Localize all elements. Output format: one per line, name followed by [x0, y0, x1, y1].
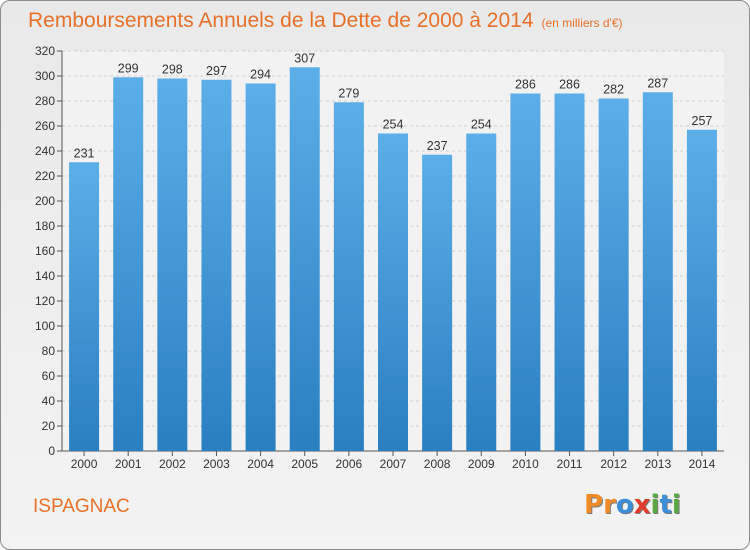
bar	[554, 93, 585, 451]
bar	[113, 77, 144, 451]
data-label: 299	[118, 61, 139, 75]
y-tick-label: 280	[35, 94, 55, 108]
y-tick-label: 260	[35, 119, 55, 133]
y-tick-label: 60	[42, 369, 56, 383]
logo-letter: r	[603, 490, 616, 520]
y-tick-label: 0	[48, 444, 55, 458]
data-label: 287	[647, 76, 668, 90]
bar	[69, 162, 100, 451]
data-label: 297	[206, 64, 227, 78]
bar	[466, 133, 497, 451]
data-label: 231	[74, 146, 95, 160]
x-tick-label: 2001	[115, 457, 142, 471]
y-tick-label: 240	[35, 144, 55, 158]
bar	[245, 83, 276, 451]
data-label: 294	[250, 68, 271, 82]
logo-letter: i	[671, 490, 681, 520]
bar-layer	[69, 67, 717, 451]
bar	[378, 133, 408, 451]
x-tick-label: 2008	[424, 457, 451, 471]
x-tick-label: 2012	[600, 457, 627, 471]
y-tick-label: 140	[35, 269, 55, 283]
x-tick-label: 2009	[468, 457, 495, 471]
x-tick-label: 2010	[512, 457, 539, 471]
y-tick-label: 200	[35, 194, 55, 208]
data-label: 254	[471, 118, 492, 132]
bar	[510, 93, 541, 451]
y-tick-label: 300	[35, 69, 55, 83]
x-tick-label: 2007	[380, 457, 407, 471]
axis-layer: 0 20 40 60 80 100 120 140 160 180 200 220 240 260 280 3…	[35, 44, 724, 471]
data-label: 307	[294, 51, 315, 65]
x-tick-label: 2013	[644, 457, 671, 471]
logo-letter: P	[584, 490, 604, 520]
logo-letter: o	[615, 490, 634, 520]
proxiti-logo[interactable]: Proxiti	[584, 490, 681, 520]
x-tick-label: 2006	[336, 457, 363, 471]
bar	[201, 79, 232, 451]
bar	[422, 154, 453, 451]
logo-letter: x	[633, 490, 651, 520]
y-tick-label: 160	[35, 244, 55, 258]
chart-title: Remboursements Annuels de la Dette de 20…	[28, 9, 623, 33]
bar	[333, 102, 364, 451]
x-tick-label: 2002	[159, 457, 186, 471]
y-tick-label: 220	[35, 169, 55, 183]
data-label: 237	[427, 139, 448, 153]
logo-letter: i	[650, 490, 660, 520]
y-tick-label: 320	[35, 44, 55, 58]
data-label: 286	[559, 78, 580, 92]
y-tick-label: 80	[42, 344, 56, 358]
data-label: 257	[692, 114, 713, 128]
data-label: 282	[603, 83, 624, 97]
commune-name: ISPAGNAC	[33, 496, 130, 517]
chart-subtitle: (en milliers d'€)	[541, 16, 623, 30]
x-tick-label: 2000	[71, 457, 98, 471]
x-tick-label: 2014	[689, 457, 716, 471]
y-tick-label: 180	[35, 219, 55, 233]
y-tick-label: 20	[42, 419, 56, 433]
data-label: 298	[162, 63, 183, 77]
bar	[686, 129, 717, 451]
x-tick-label: 2005	[291, 457, 318, 471]
x-tick-label: 2011	[557, 457, 583, 471]
y-tick-label: 120	[35, 294, 55, 308]
x-tick-label: 2004	[247, 457, 274, 471]
bar	[157, 78, 188, 451]
data-label: 286	[515, 78, 536, 92]
bar	[642, 92, 673, 451]
y-tick-label: 40	[42, 394, 56, 408]
chart-title-text: Remboursements Annuels de la Dette de 20…	[28, 9, 534, 32]
y-tick-label: 100	[35, 319, 55, 333]
logo-letter: t	[659, 490, 672, 520]
x-tick-label: 2003	[203, 457, 230, 471]
bar	[289, 67, 320, 451]
data-label: 254	[383, 118, 404, 132]
bar	[598, 98, 629, 451]
data-label-layer: 231 299 298 297 294 307 279 254 237 254 286 286 282 2…	[74, 51, 713, 160]
data-label: 279	[338, 86, 359, 100]
